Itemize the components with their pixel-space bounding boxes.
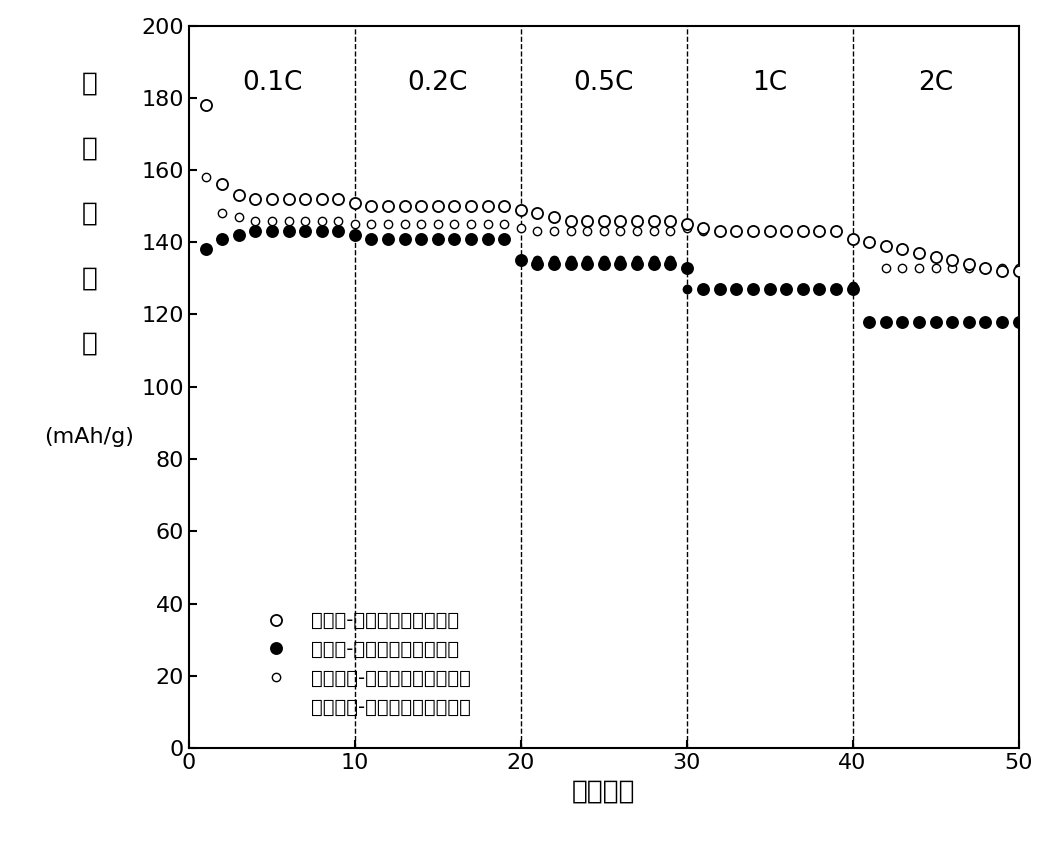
Legend: 商用锂-磷酸铁锂全电池充电, 商用锂-磷酸铁锂全电池放电, 碳支撑锂-磷酸铁锂全电池充电, 碳支撑锂-磷酸铁锂全电池放电: 商用锂-磷酸铁锂全电池充电, 商用锂-磷酸铁锂全电池放电, 碳支撑锂-磷酸铁锂全… xyxy=(257,611,471,717)
Text: 量: 量 xyxy=(82,265,98,292)
Text: 0.5C: 0.5C xyxy=(573,71,634,96)
Text: 2C: 2C xyxy=(918,71,953,96)
Text: 0.1C: 0.1C xyxy=(242,71,302,96)
Text: (mAh/g): (mAh/g) xyxy=(44,428,134,447)
X-axis label: 循环次数: 循环次数 xyxy=(572,779,635,804)
Text: 1C: 1C xyxy=(752,71,788,96)
Text: 容: 容 xyxy=(82,71,98,96)
Text: 质: 质 xyxy=(82,201,98,226)
Text: 0.2C: 0.2C xyxy=(407,71,468,96)
Text: 量: 量 xyxy=(82,135,98,162)
Text: 比: 比 xyxy=(82,331,98,356)
